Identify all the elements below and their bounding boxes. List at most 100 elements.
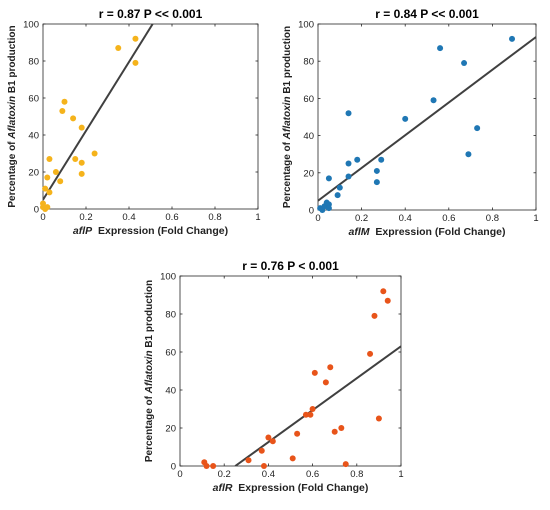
y-tick-label: 40 bbox=[28, 131, 39, 142]
data-point bbox=[78, 159, 85, 166]
data-point bbox=[40, 200, 46, 207]
chart-title: r = 0.76 P < 0.001 bbox=[242, 259, 339, 273]
data-point bbox=[245, 457, 252, 464]
x-tick-label: 0.8 bbox=[208, 212, 221, 223]
data-point bbox=[309, 406, 316, 412]
data-point bbox=[367, 350, 374, 357]
data-point bbox=[331, 428, 338, 435]
data-point bbox=[461, 60, 468, 67]
data-point bbox=[345, 173, 352, 180]
x-tick-label: 0.6 bbox=[442, 213, 455, 224]
x-tick-label: 1 bbox=[398, 469, 403, 480]
x-tick-label: 0.2 bbox=[355, 213, 368, 224]
y-tick-label: 60 bbox=[165, 348, 176, 359]
y-axis-label: Percentage of Aflatoxin B1 production bbox=[282, 26, 293, 208]
data-point bbox=[294, 430, 301, 437]
plot-frame bbox=[179, 275, 402, 467]
data-point bbox=[57, 178, 64, 185]
y-tick-label: 20 bbox=[165, 424, 176, 435]
y-tick-label: 0 bbox=[34, 205, 39, 216]
scatter-chart-2: r = 0.84 P << 0.001 0 0.2 0.4 0.6 0.8 1 0 20 40 60… bbox=[282, 7, 539, 238]
x-axis-label-text: Expression (Fold Change) bbox=[370, 226, 506, 238]
data-point bbox=[265, 434, 272, 441]
data-point bbox=[322, 379, 329, 386]
data-point bbox=[289, 455, 296, 462]
data-point bbox=[307, 411, 314, 418]
data-point bbox=[402, 115, 409, 122]
plot-frame bbox=[42, 23, 259, 210]
x-axis-label: aflM Expression (Fold Change) bbox=[349, 226, 506, 238]
x-axis-label-text: Expression (Fold Change) bbox=[232, 482, 368, 494]
data-point bbox=[61, 98, 68, 105]
data-point bbox=[384, 297, 391, 304]
data-point bbox=[78, 124, 85, 131]
x-tick-label: 0.4 bbox=[122, 212, 135, 223]
data-point bbox=[437, 45, 444, 52]
data-point bbox=[375, 415, 382, 422]
x-tick-label: 0.2 bbox=[79, 212, 92, 223]
regression-line bbox=[43, 24, 154, 201]
data-point bbox=[44, 174, 51, 181]
x-axis-gene: aflR bbox=[213, 482, 233, 494]
y-tick-label: 100 bbox=[23, 20, 39, 31]
x-tick-label: 0 bbox=[315, 213, 320, 224]
y-tick-label: 20 bbox=[28, 168, 39, 179]
data-point bbox=[371, 312, 378, 319]
data-point bbox=[52, 169, 59, 175]
x-tick-label: 1 bbox=[533, 213, 538, 224]
x-axis-label: aflP Expression (Fold Change) bbox=[73, 225, 228, 237]
data-point bbox=[338, 425, 345, 431]
x-tick-label: 0.2 bbox=[218, 469, 231, 480]
x-tick-label: 0 bbox=[40, 212, 45, 223]
x-tick-label: 0 bbox=[177, 469, 182, 480]
data-point bbox=[354, 156, 361, 163]
y-axis-label: Percentage of Aflatoxin B1 production bbox=[7, 25, 18, 207]
data-point bbox=[91, 150, 98, 157]
y-tick-label: 0 bbox=[309, 206, 314, 217]
x-tick-label: 0.4 bbox=[262, 469, 275, 480]
data-point bbox=[258, 447, 265, 454]
data-point bbox=[210, 463, 217, 469]
y-axis-label: Percentage of Aflatoxin B1 production bbox=[144, 280, 155, 462]
y-tick-label: 100 bbox=[160, 272, 176, 283]
data-point bbox=[78, 170, 85, 177]
x-tick-label: 0.6 bbox=[165, 212, 178, 223]
data-point bbox=[465, 151, 472, 158]
data-point bbox=[59, 107, 66, 114]
plot-frame bbox=[317, 23, 537, 211]
x-tick-label: 0.8 bbox=[350, 469, 363, 480]
x-tick-label: 0.6 bbox=[306, 469, 319, 480]
data-point bbox=[260, 463, 267, 469]
y-tick-label: 100 bbox=[298, 20, 314, 31]
data-point bbox=[373, 179, 380, 186]
data-point bbox=[342, 461, 349, 468]
data-point bbox=[203, 463, 210, 469]
x-tick-label: 0.4 bbox=[399, 213, 412, 224]
y-tick-label: 80 bbox=[165, 310, 176, 321]
y-tick-label: 0 bbox=[171, 462, 176, 473]
data-point bbox=[302, 411, 309, 418]
scatter-chart-1: r = 0.87 P << 0.001 0 0.2 0.4 0.6 0.8 1 0 20 40 60… bbox=[7, 7, 261, 237]
x-axis-gene: aflP bbox=[73, 225, 93, 237]
chart-title: r = 0.84 P << 0.001 bbox=[375, 7, 479, 21]
data-point bbox=[325, 175, 332, 182]
data-point bbox=[269, 438, 276, 445]
data-point bbox=[327, 364, 334, 371]
regression-line bbox=[318, 36, 536, 202]
data-point bbox=[42, 185, 49, 192]
data-point bbox=[325, 205, 332, 212]
data-point bbox=[132, 59, 139, 66]
x-tick-label: 1 bbox=[255, 212, 260, 223]
x-tick-label: 0.8 bbox=[486, 213, 499, 224]
data-point bbox=[336, 184, 343, 191]
y-tick-label: 60 bbox=[303, 94, 314, 105]
chart-title: r = 0.87 P << 0.001 bbox=[99, 7, 203, 21]
y-tick-label: 40 bbox=[165, 386, 176, 397]
y-tick-label: 20 bbox=[303, 168, 314, 179]
data-point bbox=[373, 167, 380, 174]
y-tick-label: 80 bbox=[303, 57, 314, 68]
data-point bbox=[509, 35, 516, 42]
x-axis-label-text: Expression (Fold Change) bbox=[92, 225, 228, 237]
data-point bbox=[430, 97, 437, 104]
